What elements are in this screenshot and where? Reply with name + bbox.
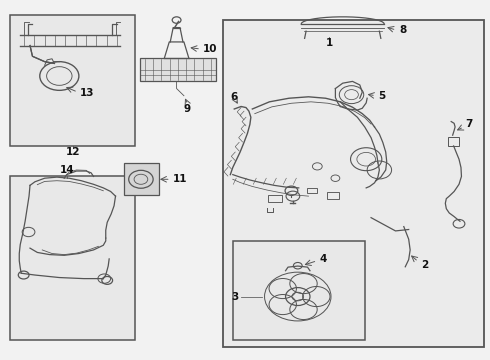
Text: 9: 9 (183, 104, 191, 114)
Text: 2: 2 (421, 260, 428, 270)
Text: 3: 3 (232, 292, 239, 302)
Text: 5: 5 (378, 91, 385, 101)
Text: 10: 10 (202, 44, 217, 54)
Text: 7: 7 (466, 120, 473, 129)
Bar (269, 195, 282, 202)
Text: 12: 12 (66, 147, 80, 157)
Bar (448, 137, 459, 146)
Text: 13: 13 (79, 88, 94, 98)
Text: 11: 11 (173, 174, 188, 184)
Bar (327, 192, 339, 199)
Text: 14: 14 (59, 165, 74, 175)
Text: 8: 8 (399, 25, 406, 35)
Text: 4: 4 (320, 254, 327, 264)
Bar (223, 21, 485, 347)
Text: 6: 6 (230, 92, 237, 102)
FancyBboxPatch shape (124, 163, 159, 195)
Bar (307, 188, 318, 193)
Bar (10, 176, 135, 339)
Bar (140, 58, 216, 81)
Bar (233, 241, 365, 339)
Bar (10, 15, 135, 146)
Text: 1: 1 (325, 38, 333, 48)
